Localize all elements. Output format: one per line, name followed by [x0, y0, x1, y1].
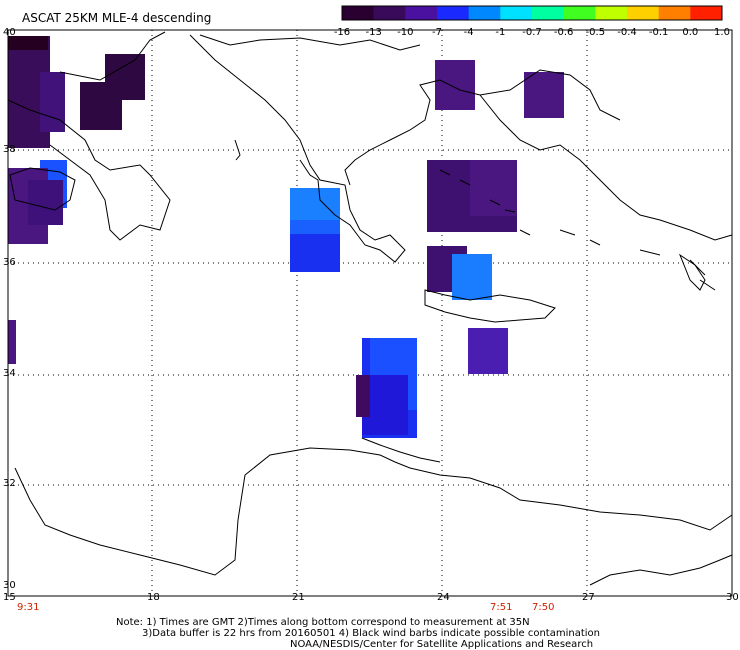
- lat-label-38: 38: [3, 144, 16, 155]
- colorbar-tick-label: -4: [463, 27, 474, 38]
- lon-label-15: 15: [3, 592, 16, 603]
- coast-italy-east: [59, 31, 166, 81]
- colorbar-segment: [437, 6, 470, 20]
- colorbar-tick-label: -0.7: [522, 27, 542, 38]
- colorbar-segment: [342, 6, 375, 20]
- coast-corfu: [234, 139, 241, 161]
- time-label-2: 7:51: [490, 602, 513, 613]
- colorbar-segment: [500, 6, 533, 20]
- lat-label-36: 36: [3, 257, 16, 268]
- lat-label-34: 34: [3, 368, 16, 379]
- colorbar-segment: [373, 6, 406, 20]
- coast-balkans: [189, 34, 406, 263]
- lat-label-30: 30: [3, 580, 16, 591]
- coast-crete: [424, 289, 556, 323]
- lon-label-30: 30: [726, 592, 739, 603]
- colorbar-tick-label: -13: [365, 27, 382, 38]
- colorbar-tick-label: 1.0: [714, 27, 730, 38]
- colorbar-segment: [595, 6, 628, 20]
- coast-africa: [14, 447, 733, 576]
- swath-crete-south: [468, 328, 508, 374]
- lat-label-40: 40: [3, 27, 16, 38]
- colorbar-tick-label: -0.1: [648, 27, 669, 38]
- ascat-swaths: [8, 36, 564, 438]
- colorbar-segment: [690, 6, 723, 20]
- colorbar-segment: [532, 6, 565, 20]
- lon-label-24: 24: [437, 592, 450, 603]
- coast-greece-east: [344, 69, 621, 186]
- colorbar-segment: [627, 6, 660, 20]
- colorbar-tick-label: -7: [432, 27, 442, 38]
- coast-cyrenaica: [361, 437, 441, 463]
- colorbar: [341, 5, 723, 21]
- coast-sicily: [9, 167, 76, 211]
- lon-label-18: 18: [147, 592, 160, 603]
- swath-crete-blue: [452, 254, 492, 300]
- colorbar-segment: [658, 6, 691, 20]
- lon-label-27: 27: [582, 592, 595, 603]
- colorbar-tick-label: -10: [397, 27, 414, 38]
- coast-islands-aegean: [439, 169, 716, 291]
- coast-turkey: [479, 94, 733, 241]
- note-line-1: Note: 1) Times are GMT 2)Times along bot…: [116, 617, 530, 628]
- swath-italy-mid: [40, 72, 65, 132]
- lat-label-32: 32: [3, 478, 16, 489]
- swath-turkey: [524, 72, 564, 118]
- colorbar-segment: [563, 6, 596, 20]
- colorbar-tick-label: -0.5: [585, 27, 606, 38]
- plot-frame: [7, 29, 733, 597]
- map-title: ASCAT 25KM MLE-4 descending: [22, 11, 212, 25]
- time-label-3: 7:50: [532, 602, 555, 613]
- coast-rhodes: [678, 253, 706, 291]
- note-line-3: NOAA/NESDIS/Center for Satellite Applica…: [290, 639, 594, 650]
- colorbar-tick-label: -0.6: [553, 27, 574, 38]
- colorbar-segment: [468, 6, 501, 20]
- swath-malta: [8, 320, 16, 364]
- lon-label-21: 21: [292, 592, 305, 603]
- colorbar-tick-label: 0.0: [682, 27, 699, 38]
- colorbar-frame: [341, 5, 723, 21]
- colorbar-tick-label: -0.4: [617, 27, 637, 38]
- lat-lon-grid: [8, 30, 732, 595]
- coast-balkan-top: [199, 34, 421, 51]
- coast-italy: [7, 99, 171, 241]
- coastlines: [7, 31, 733, 586]
- colorbar-segment: [405, 6, 438, 20]
- swath-greece-blue: [290, 228, 340, 272]
- note-line-2: 3)Data buffer is 22 hrs from 20160501 4)…: [142, 628, 600, 639]
- colorbar-tick-label: -16: [333, 27, 351, 38]
- time-label-1: 9:31: [17, 602, 40, 613]
- coast-egypt-delta: [589, 554, 733, 586]
- swath-libya-dark: [356, 375, 370, 417]
- swath-aegean-north: [435, 60, 475, 110]
- colorbar-tick-label: -1: [495, 27, 506, 38]
